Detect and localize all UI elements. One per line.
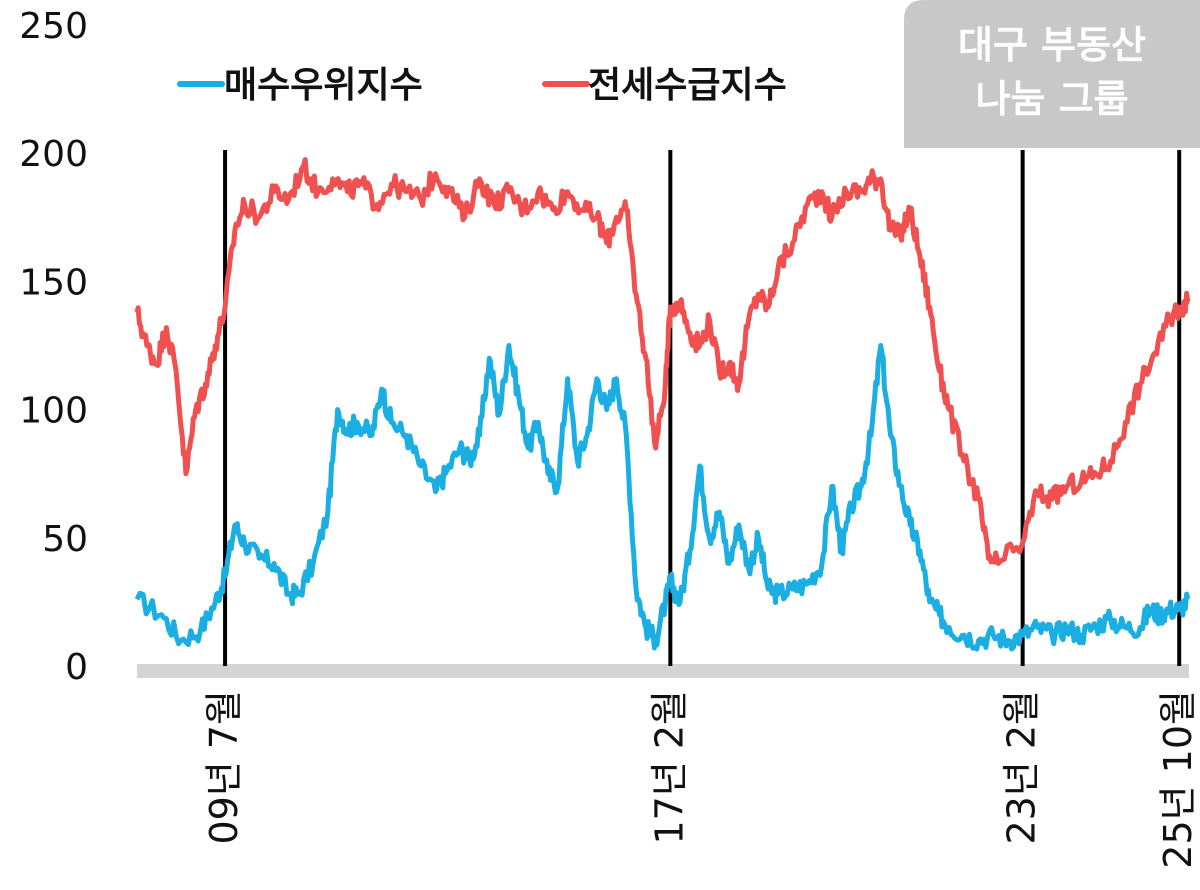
y-axis-ticks: 0 50 100 150 200 250 (19, 6, 88, 688)
marker-lines (223, 150, 1182, 666)
x-marker-label: 09년 7월 (202, 690, 246, 845)
y-tick-label: 150 (19, 262, 88, 303)
y-tick-label: 0 (65, 647, 88, 688)
series-line-jeonse-index (134, 157, 1191, 566)
series-lines (134, 157, 1191, 652)
watermark-badge-line2: 나눔 그룹 (975, 77, 1128, 121)
legend: 매수우위지수 전세수급지수 (177, 65, 787, 106)
legend-item-buy-index: 매수우위지수 (177, 65, 423, 106)
watermark-badge-line1: 대구 부동산 (958, 23, 1146, 67)
y-tick-label: 250 (19, 6, 88, 47)
series-line-buy-index (134, 343, 1191, 652)
x-axis-band (137, 664, 1189, 678)
y-tick-label: 100 (19, 391, 88, 432)
legend-item-jeonse-index: 전세수급지수 (542, 65, 787, 106)
x-marker-label: 23년 2월 (1000, 690, 1044, 845)
x-marker-label: 17년 2월 (647, 690, 691, 845)
x-axis-marker-labels: 09년 7월 17년 2월 23년 2월 25년 10월 (202, 690, 1200, 869)
watermark-badge-background (904, 0, 1200, 148)
legend-label-buy-index: 매수우위지수 (224, 65, 423, 106)
legend-label-jeonse-index: 전세수급지수 (588, 65, 787, 106)
watermark-badge: 대구 부동산 나눔 그룹 (904, 0, 1200, 148)
y-tick-label: 50 (42, 519, 88, 560)
x-marker-label: 25년 10월 (1156, 690, 1200, 869)
y-tick-label: 200 (19, 134, 88, 175)
